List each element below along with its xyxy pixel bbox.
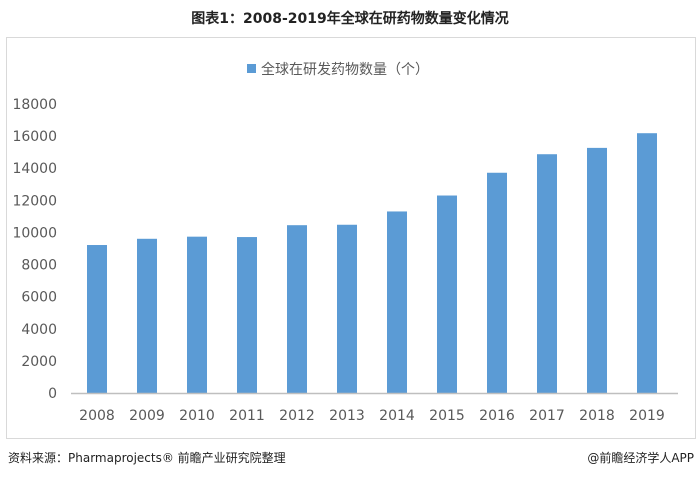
- bar-2014: [387, 211, 407, 393]
- x-tick-label: 2013: [329, 408, 365, 424]
- y-tick-label: 6000: [21, 290, 57, 306]
- chart-frame: [6, 37, 696, 439]
- x-tick-label: 2014: [379, 408, 415, 424]
- x-tick-label: 2011: [229, 408, 265, 424]
- chart-title: 图表1：2008-2019年全球在研药物数量变化情况: [191, 11, 509, 27]
- bar-2016: [487, 172, 507, 393]
- y-tick-label: 14000: [12, 161, 57, 177]
- bar-2017: [537, 154, 557, 393]
- bar-2019: [637, 133, 657, 393]
- x-tick-label: 2019: [629, 408, 665, 424]
- x-tick-label: 2018: [579, 408, 615, 424]
- x-tick-label: 2009: [129, 408, 165, 424]
- y-tick-label: 12000: [12, 193, 57, 209]
- x-tick-label: 2008: [79, 408, 115, 424]
- source-note: 资料来源：Pharmaprojects® 前瞻产业研究院整理: [8, 451, 286, 465]
- bar-2008: [87, 245, 107, 393]
- legend-label: 全球在研发药物数量（个）: [261, 61, 429, 78]
- bar-2018: [587, 147, 607, 393]
- y-tick-label: 4000: [21, 322, 57, 338]
- bar-2015: [437, 195, 457, 393]
- x-tick-label: 2015: [429, 408, 465, 424]
- bar-2012: [287, 225, 307, 393]
- y-tick-label: 0: [48, 386, 57, 402]
- y-tick-label: 8000: [21, 258, 57, 274]
- brand-label: @前瞻经济学人APP: [587, 451, 694, 465]
- legend-swatch: [247, 64, 256, 73]
- x-tick-label: 2017: [529, 408, 565, 424]
- bar-2013: [337, 224, 357, 393]
- y-tick-label: 18000: [12, 97, 57, 113]
- y-tick-label: 2000: [21, 354, 57, 370]
- y-tick-label: 10000: [12, 225, 57, 241]
- x-tick-label: 2010: [179, 408, 215, 424]
- x-tick-label: 2016: [479, 408, 515, 424]
- x-tick-label: 2012: [279, 408, 315, 424]
- bar-2010: [187, 236, 207, 393]
- bar-2011: [237, 237, 257, 393]
- bar-2009: [137, 238, 157, 393]
- y-tick-label: 16000: [12, 129, 57, 145]
